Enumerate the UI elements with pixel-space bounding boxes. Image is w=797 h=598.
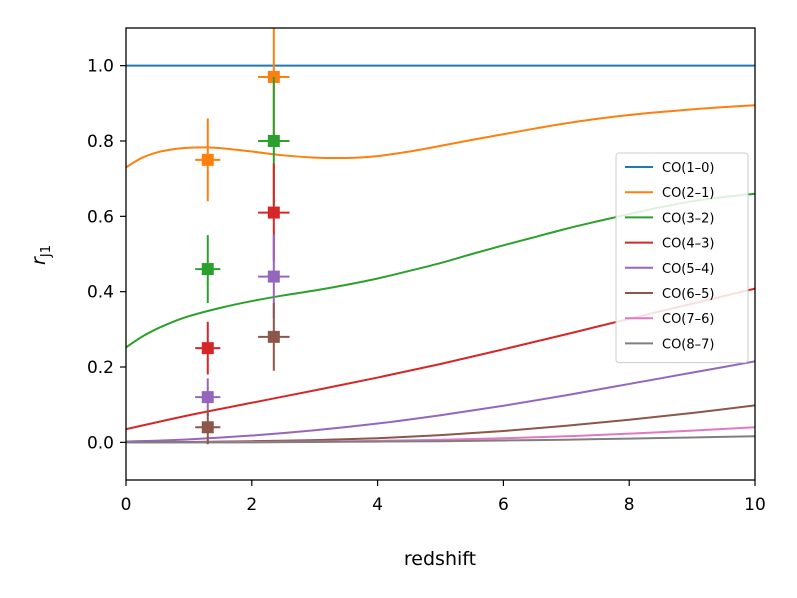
plot-area [125,27,756,481]
legend-label: CO(2–1) [662,186,715,201]
square-marker [267,206,280,219]
legend-label: CO(6–5) [662,287,715,302]
data-point-co-3-2-1 [195,235,221,303]
square-marker [267,330,280,343]
data-point-co-6-5-9 [258,302,290,371]
x-tick-label: 2 [246,495,257,515]
x-tick-label: 10 [744,495,766,515]
data-point-co-3-2-6 [258,76,290,206]
y-axis-label-main: r [28,256,50,265]
square-marker [201,421,214,434]
y-tick-label: 0.8 [87,132,114,152]
legend-label: CO(1–0) [662,161,715,176]
legend-entry-co-7-6: CO(7–6) [625,312,715,327]
legend-label: CO(4–3) [662,237,715,252]
y-axis: 0.0 0.2 0.4 0.6 0.8 1.0 [87,57,126,453]
series-line-co-2-1 [126,104,755,169]
legend-entry-co-5-4: CO(5–4) [625,262,715,277]
square-marker [267,135,280,147]
legend-label: CO(5–4) [662,262,715,277]
x-axis-label: redshift [404,548,476,570]
y-tick-label: 0.4 [87,283,114,303]
legend-label: CO(3–2) [662,211,715,226]
legend-entry-co-1-0: CO(1–0) [625,161,715,176]
legend-label: CO(7–6) [662,312,715,327]
y-axis-label-sub: J1 [39,245,54,258]
x-tick-label: 0 [121,495,132,515]
legend-entry-co-2-1: CO(2–1) [625,186,715,201]
data-point-co-5-4-3 [195,378,221,416]
square-marker [267,270,280,283]
legend-box [615,152,749,364]
x-tick-label: 6 [498,495,509,515]
legend-entry-co-4-3: CO(4–3) [625,237,715,252]
data-point-co-6-5-4 [195,410,221,445]
legend-entry-co-3-2: CO(3–2) [625,211,715,226]
square-marker [201,391,214,404]
data-points [195,28,290,445]
y-tick-label: 0.0 [87,433,114,453]
x-tick-label: 4 [372,495,383,515]
series-line-co-5-4 [126,360,755,443]
square-marker [201,342,214,355]
x-tick-label: 8 [624,495,635,515]
y-axis-label: rJ1 [28,245,54,265]
square-marker [201,153,214,166]
series-line-co-8-7 [126,435,755,444]
legend-label: CO(8–7) [662,337,715,352]
legend-entry-co-8-7: CO(8–7) [625,337,715,352]
data-point-co-2-1-0 [195,118,221,202]
square-marker [201,263,214,276]
legend-entry-co-6-5: CO(6–5) [625,287,715,302]
y-tick-label: 0.6 [87,207,114,227]
data-point-co-4-3-2 [195,321,221,375]
legend: CO(1–0) CO(2–1) CO(3–2) CO(4–3) CO(5–4) CO(6–… [615,152,749,364]
y-tick-label: 1.0 [87,57,114,77]
y-tick-label: 0.2 [87,358,114,378]
x-axis: 0 2 4 6 8 10 [121,480,766,515]
axes-frame [125,27,756,481]
series-lines [126,64,755,444]
